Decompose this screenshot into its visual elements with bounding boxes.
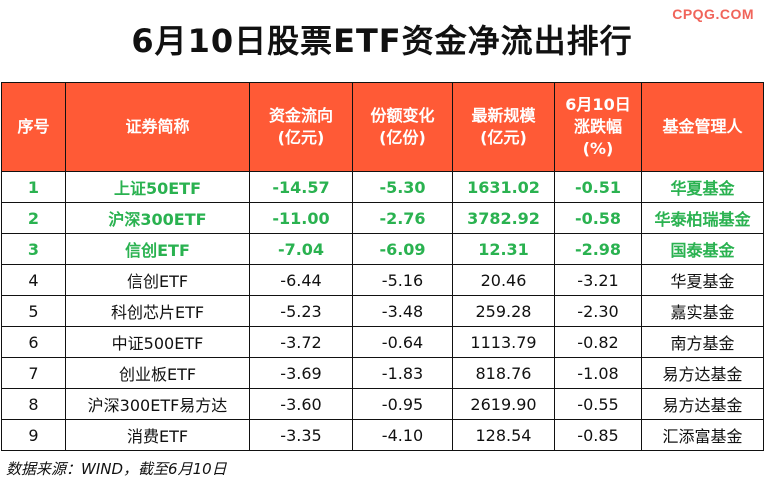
row-scale: 128.54 bbox=[452, 419, 555, 451]
row-name: 沪深300ETF易方达 bbox=[65, 388, 250, 420]
row-change-pct: -2.30 bbox=[554, 295, 642, 327]
header-scale: 最新规模 (亿元) bbox=[452, 82, 555, 172]
row-index: 4 bbox=[1, 264, 66, 296]
row-share-change: -0.64 bbox=[352, 326, 453, 358]
row-flow: -3.72 bbox=[249, 326, 353, 358]
row-index: 6 bbox=[1, 326, 66, 358]
row-scale: 1631.02 bbox=[452, 171, 555, 203]
table-row: 9 消费ETF -3.35 -4.10 128.54 -0.85 汇添富基金 bbox=[1, 419, 764, 451]
row-manager: 嘉实基金 bbox=[641, 295, 764, 327]
table-row: 8 沪深300ETF易方达 -3.60 -0.95 2619.90 -0.55 易方达基金 bbox=[1, 388, 764, 420]
row-index: 9 bbox=[1, 419, 66, 451]
row-manager: 汇添富基金 bbox=[641, 419, 764, 451]
row-change-pct: -3.21 bbox=[554, 264, 642, 296]
row-scale: 259.28 bbox=[452, 295, 555, 327]
row-scale: 2619.90 bbox=[452, 388, 555, 420]
row-name: 创业板ETF bbox=[65, 357, 250, 389]
etf-outflow-table: 序号 证券简称 资金流向 (亿元) 份额变化 (亿份) 最新规模 (亿元) 6月10日… bbox=[1, 82, 764, 451]
header-manager: 基金管理人 bbox=[641, 82, 764, 172]
row-change-pct: -0.85 bbox=[554, 419, 642, 451]
row-flow: -3.35 bbox=[249, 419, 353, 451]
row-change-pct: -1.08 bbox=[554, 357, 642, 389]
row-name: 中证500ETF bbox=[65, 326, 250, 358]
row-scale: 1113.79 bbox=[452, 326, 555, 358]
source-note: 数据来源：WIND，截至6月10日 bbox=[6, 460, 227, 478]
row-name: 信创ETF bbox=[65, 264, 250, 296]
table-row: 7 创业板ETF -3.69 -1.83 818.76 -1.08 易方达基金 bbox=[1, 357, 764, 389]
row-index: 1 bbox=[1, 171, 66, 203]
row-name: 科创芯片ETF bbox=[65, 295, 250, 327]
row-change-pct: -2.98 bbox=[554, 233, 642, 265]
row-share-change: -0.95 bbox=[352, 388, 453, 420]
row-manager: 南方基金 bbox=[641, 326, 764, 358]
table-row: 4 信创ETF -6.44 -5.16 20.46 -3.21 华夏基金 bbox=[1, 264, 764, 296]
table-row: 2 沪深300ETF -11.00 -2.76 3782.92 -0.58 华泰柏瑞基金 bbox=[1, 202, 764, 234]
row-change-pct: -0.51 bbox=[554, 171, 642, 203]
row-manager: 华夏基金 bbox=[641, 264, 764, 296]
table-row: 3 信创ETF -7.04 -6.09 12.31 -2.98 国泰基金 bbox=[1, 233, 764, 265]
table-row: 1 上证50ETF -14.57 -5.30 1631.02 -0.51 华夏基金 bbox=[1, 171, 764, 203]
row-name: 上证50ETF bbox=[65, 171, 250, 203]
row-index: 8 bbox=[1, 388, 66, 420]
table-header-row: 序号 证券简称 资金流向 (亿元) 份额变化 (亿份) 最新规模 (亿元) 6月10日… bbox=[1, 82, 764, 172]
table-row: 5 科创芯片ETF -5.23 -3.48 259.28 -2.30 嘉实基金 bbox=[1, 295, 764, 327]
row-change-pct: -0.58 bbox=[554, 202, 642, 234]
row-flow: -5.23 bbox=[249, 295, 353, 327]
row-share-change: -5.30 bbox=[352, 171, 453, 203]
row-flow: -7.04 bbox=[249, 233, 353, 265]
row-flow: -11.00 bbox=[249, 202, 353, 234]
row-change-pct: -0.82 bbox=[554, 326, 642, 358]
page-title: 6月10日股票ETF资金净流出排行 bbox=[131, 22, 633, 60]
row-share-change: -4.10 bbox=[352, 419, 453, 451]
row-share-change: -2.76 bbox=[352, 202, 453, 234]
row-flow: -14.57 bbox=[249, 171, 353, 203]
header-change-pct: 6月10日 涨跌幅 (%) bbox=[554, 82, 642, 172]
row-name: 信创ETF bbox=[65, 233, 250, 265]
row-manager: 华夏基金 bbox=[641, 171, 764, 203]
row-scale: 20.46 bbox=[452, 264, 555, 296]
row-flow: -3.69 bbox=[249, 357, 353, 389]
row-flow: -3.60 bbox=[249, 388, 353, 420]
row-index: 2 bbox=[1, 202, 66, 234]
row-manager: 易方达基金 bbox=[641, 388, 764, 420]
header-index: 序号 bbox=[1, 82, 66, 172]
row-name: 消费ETF bbox=[65, 419, 250, 451]
row-index: 3 bbox=[1, 233, 66, 265]
row-share-change: -5.16 bbox=[352, 264, 453, 296]
watermark: CPQG.COM bbox=[672, 6, 754, 22]
row-manager: 国泰基金 bbox=[641, 233, 764, 265]
row-manager: 华泰柏瑞基金 bbox=[641, 202, 764, 234]
row-share-change: -1.83 bbox=[352, 357, 453, 389]
row-scale: 12.31 bbox=[452, 233, 555, 265]
row-index: 5 bbox=[1, 295, 66, 327]
row-change-pct: -0.55 bbox=[554, 388, 642, 420]
row-share-change: -6.09 bbox=[352, 233, 453, 265]
row-scale: 818.76 bbox=[452, 357, 555, 389]
row-share-change: -3.48 bbox=[352, 295, 453, 327]
header-flow: 资金流向 (亿元) bbox=[249, 82, 353, 172]
row-index: 7 bbox=[1, 357, 66, 389]
header-name: 证券简称 bbox=[65, 82, 250, 172]
row-manager: 易方达基金 bbox=[641, 357, 764, 389]
header-share-change: 份额变化 (亿份) bbox=[352, 82, 453, 172]
table-row: 6 中证500ETF -3.72 -0.64 1113.79 -0.82 南方基金 bbox=[1, 326, 764, 358]
row-scale: 3782.92 bbox=[452, 202, 555, 234]
row-flow: -6.44 bbox=[249, 264, 353, 296]
row-name: 沪深300ETF bbox=[65, 202, 250, 234]
